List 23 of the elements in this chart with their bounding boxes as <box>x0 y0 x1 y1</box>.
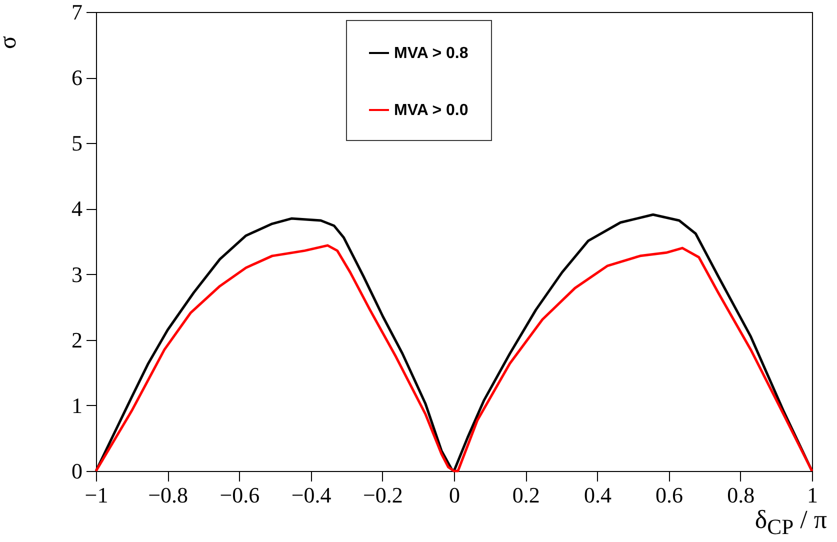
y-tick-label: 3 <box>72 262 82 287</box>
x-tick-label: −1 <box>84 482 108 508</box>
x-tick-label: 0.4 <box>584 482 612 508</box>
x-axis-title: δ$_{CP}$ / π <box>754 505 827 540</box>
y-tick-label: 6 <box>72 65 82 90</box>
x-tick-label: 0.6 <box>656 482 684 508</box>
y-tick-label: 2 <box>72 327 82 352</box>
y-tick-label: 1 <box>72 392 82 418</box>
legend-label: MVA > 0.0 <box>394 102 468 119</box>
y-tick-label: 0 <box>72 458 82 484</box>
x-tick-label: −0.2 <box>362 482 403 508</box>
x-tick-label: −0.8 <box>148 482 188 508</box>
x-tick-label: 1 <box>807 482 818 508</box>
legend-label: MVA > 0.8 <box>394 45 468 62</box>
y-tick-label: 7 <box>72 0 82 24</box>
x-tick-label: −0.4 <box>291 482 332 508</box>
y-axis-title: σ <box>0 36 22 49</box>
y-tick-label: 5 <box>72 130 82 156</box>
x-tick-label: 0.8 <box>727 482 755 508</box>
x-tick-label: −0.6 <box>220 482 260 508</box>
y-tick-label: 4 <box>72 196 82 222</box>
x-tick-label: 0.2 <box>512 482 540 508</box>
x-tick-label: 0 <box>449 482 460 508</box>
